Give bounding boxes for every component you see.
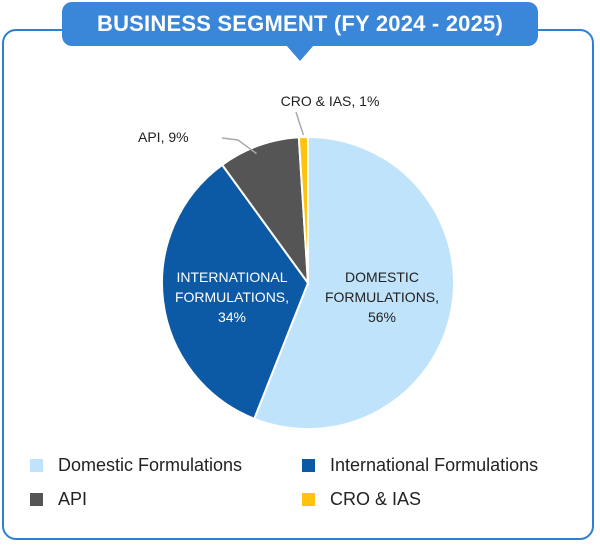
legend-label: API	[58, 489, 88, 509]
data-label-domestic: DOMESTIC FORMULATIONS, 56%	[325, 269, 439, 325]
chart-title: BUSINESS SEGMENT (FY 2024 - 2025)	[62, 2, 538, 46]
data-label-international: INTERNATIONAL FORMULATIONS, 34%	[175, 269, 289, 325]
legend-swatch	[302, 459, 315, 472]
pie-slice-international-formulations	[161, 163, 310, 421]
pie-slice-cro-ias	[297, 135, 309, 284]
legend-label: International Formulations	[330, 455, 539, 475]
legend-label: CRO & IAS	[330, 489, 422, 509]
legend-item-domestic: Domestic Formulations	[30, 455, 242, 476]
legend-item-cro-ias: CRO & IAS	[302, 489, 421, 510]
leader-line-cro-ias	[295, 111, 305, 136]
pie-slice-domestic-formulations	[252, 135, 455, 430]
pie-slice-api	[220, 136, 310, 287]
legend: Domestic Formulations International Form…	[30, 455, 590, 525]
leader-line-api	[221, 137, 257, 155]
legend-swatch	[30, 459, 43, 472]
legend-item-international: International Formulations	[302, 455, 538, 476]
legend-swatch	[302, 493, 315, 506]
data-label-api: API, 9%	[138, 129, 189, 145]
legend-item-api: API	[30, 489, 87, 510]
legend-swatch	[30, 493, 43, 506]
data-label-cro-ias: CRO & IAS, 1%	[281, 93, 380, 109]
title-pointer	[286, 45, 314, 61]
legend-label: Domestic Formulations	[58, 455, 243, 475]
